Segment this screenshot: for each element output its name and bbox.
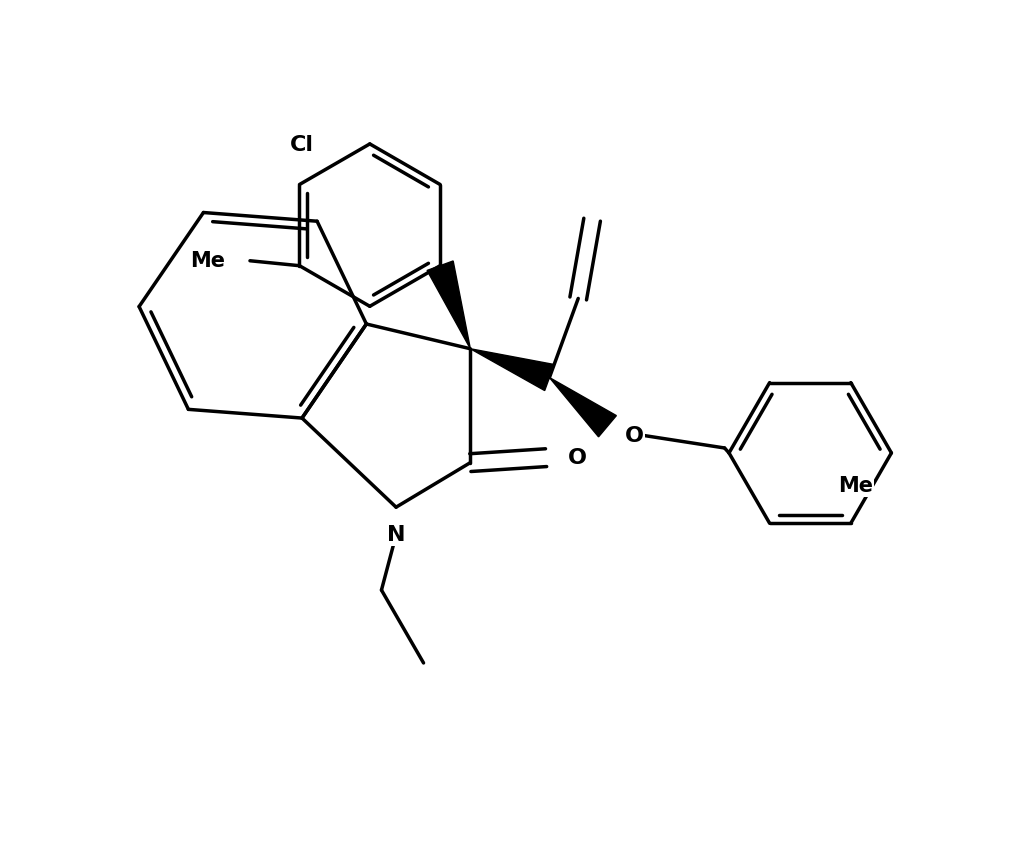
Polygon shape [549,377,616,437]
Text: O: O [625,427,644,446]
Text: Cl: Cl [290,135,313,155]
Text: Me: Me [838,476,874,495]
Text: Me: Me [190,251,225,271]
Polygon shape [427,261,471,349]
Polygon shape [471,349,554,391]
Text: N: N [387,525,405,545]
Text: O: O [568,448,587,467]
